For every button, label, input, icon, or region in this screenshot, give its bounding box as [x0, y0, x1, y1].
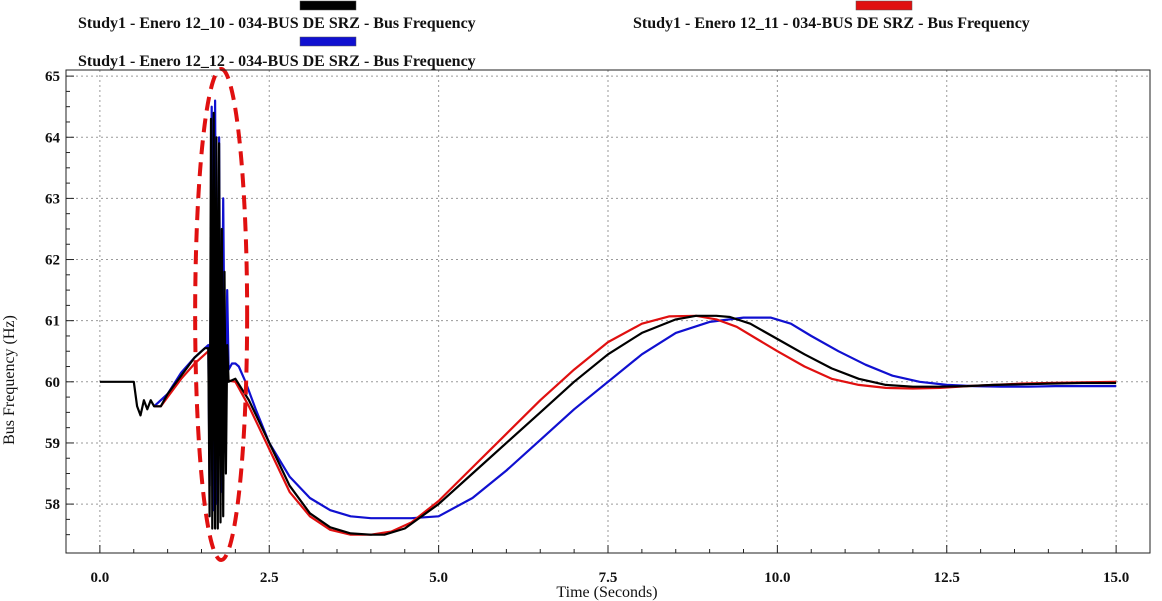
x-tick-label: 0.0: [91, 570, 110, 586]
y-tick-label: 61: [45, 314, 60, 330]
y-tick-label: 64: [45, 130, 61, 146]
legend-swatch-series-2: [855, 0, 913, 11]
y-tick-label: 65: [45, 69, 60, 85]
x-axis-title: Time (Seconds): [556, 584, 657, 601]
y-tick-label: 60: [45, 375, 60, 391]
series-line-2: [154, 314, 1117, 536]
y-tick-labels: 58 59 60 61 62 63 64 65: [45, 69, 61, 513]
series-line-1: [99, 111, 1117, 536]
x-tick-label: 5.0: [429, 570, 448, 586]
x-tick-label: 7.5: [599, 570, 618, 586]
y-axis-title: Bus Frequency (Hz): [1, 315, 18, 445]
legend-label-series-2: Study1 - Enero 12_11 - 034-BUS DE SRZ - …: [633, 15, 1030, 32]
legend-label-series-3: Study1 - Enero 12_12 - 034-BUS DE SRZ - …: [78, 53, 476, 70]
legend-label-series-1: Study1 - Enero 12_10 - 034-BUS DE SRZ - …: [78, 15, 476, 32]
x-tick-label: 12.5: [934, 570, 960, 586]
annotation: [193, 67, 250, 563]
y-tick-label: 63: [45, 191, 60, 207]
x-tick-label: 15.0: [1103, 570, 1129, 586]
y-tick-label: 59: [45, 436, 60, 452]
legend-swatch-series-3: [299, 36, 357, 47]
x-tick-label: 2.5: [260, 570, 279, 586]
x-tick-labels: 0.0 2.5 5.0 7.5 10.0 12.5 15.0: [91, 570, 1130, 586]
y-tick-label: 58: [45, 497, 60, 513]
axes: [65, 69, 1151, 554]
series-lines: [99, 99, 1117, 536]
x-tick-label: 10.0: [764, 570, 790, 586]
y-tick-label: 62: [45, 253, 60, 269]
plot-area: 0.0 2.5 5.0 7.5 10.0 12.5 15.0 58 59 60 61 62 63 64 6…: [45, 67, 1151, 586]
highlight-ellipse: [193, 67, 250, 563]
legend-swatch-series-1: [299, 0, 357, 11]
series-line-3: [153, 99, 1117, 520]
legend: Study1 - Enero 12_10 - 034-BUS DE SRZ - …: [78, 0, 1030, 70]
